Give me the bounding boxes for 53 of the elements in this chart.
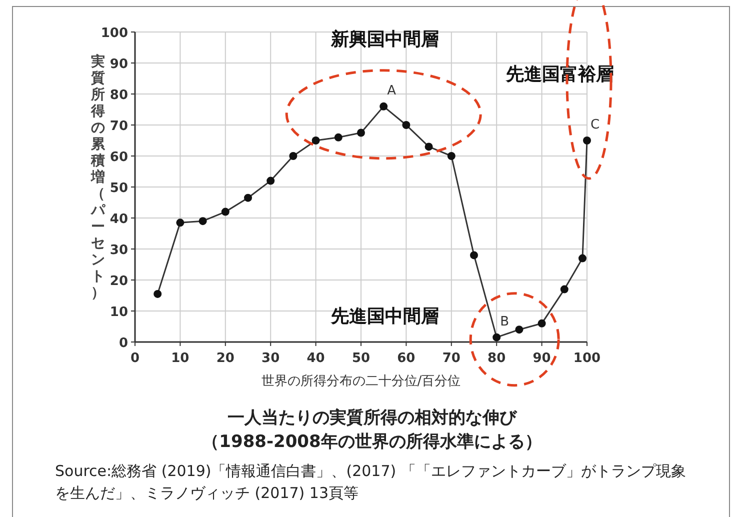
y-tick-label: 0 — [118, 336, 128, 351]
point — [578, 254, 586, 262]
point — [289, 152, 298, 160]
x-tick-label: 70 — [442, 351, 460, 366]
y-tick-label: 20 — [110, 274, 128, 289]
y-tick-label: 70 — [110, 119, 128, 134]
point — [538, 319, 546, 328]
point — [357, 128, 365, 137]
point — [312, 136, 320, 144]
y-tick-label: 30 — [110, 243, 128, 258]
point — [492, 333, 501, 342]
x-tick-label: 90 — [532, 351, 551, 366]
annotation: B — [500, 314, 510, 330]
point — [515, 326, 524, 334]
annotation: A — [387, 83, 396, 98]
point — [244, 194, 252, 202]
x-tick-label: 30 — [262, 351, 280, 366]
text: 実質所得の累積増（パーセント） — [91, 54, 105, 301]
y-tick-label: 100 — [100, 26, 128, 41]
x-tick-label: 40 — [306, 351, 325, 366]
point — [380, 102, 388, 110]
x-tick-label: 80 — [488, 351, 506, 366]
y-tick-label: 60 — [110, 150, 128, 165]
x-tick-label: 20 — [216, 351, 234, 366]
point — [176, 218, 184, 227]
text: （1988-2008年の世界の所得水準による） — [201, 431, 543, 453]
x-tick-label: 0 — [130, 351, 140, 366]
y-tick-label: 80 — [110, 88, 128, 103]
x-tick-label: 60 — [397, 351, 416, 366]
point — [198, 217, 207, 226]
point — [424, 142, 433, 151]
point — [560, 285, 568, 294]
x-tick-label: 10 — [171, 351, 190, 366]
point — [221, 208, 230, 216]
point — [154, 290, 162, 298]
y-tick-label: 50 — [110, 181, 128, 196]
annotation: 新興国中間層 — [330, 29, 439, 50]
point — [447, 152, 456, 160]
point — [470, 251, 478, 260]
point — [334, 133, 342, 142]
x-axis-title: 世界の所得分布の二十分位/百分位 — [261, 374, 461, 389]
x-tick-label: 50 — [352, 351, 370, 366]
point — [583, 136, 591, 144]
x-tick-label: 100 — [573, 351, 601, 366]
point — [266, 176, 275, 185]
annotation: C — [590, 118, 600, 132]
annotation: 先進国中間層 — [330, 306, 439, 327]
text: 一人当たりの実質所得の相対的な伸び — [226, 407, 518, 429]
y-tick-label: 90 — [110, 57, 128, 72]
y-tick-label: 10 — [110, 305, 128, 320]
y-tick-label: 40 — [110, 212, 128, 227]
source-note: Source:総務省 (2019)「情報通信白書」、(2017) 「「エレファントカーブ」がトランプ現象を生んだ」、ミラノヴィッチ (2017) 13頁等 — [55, 461, 687, 504]
point — [402, 121, 410, 129]
